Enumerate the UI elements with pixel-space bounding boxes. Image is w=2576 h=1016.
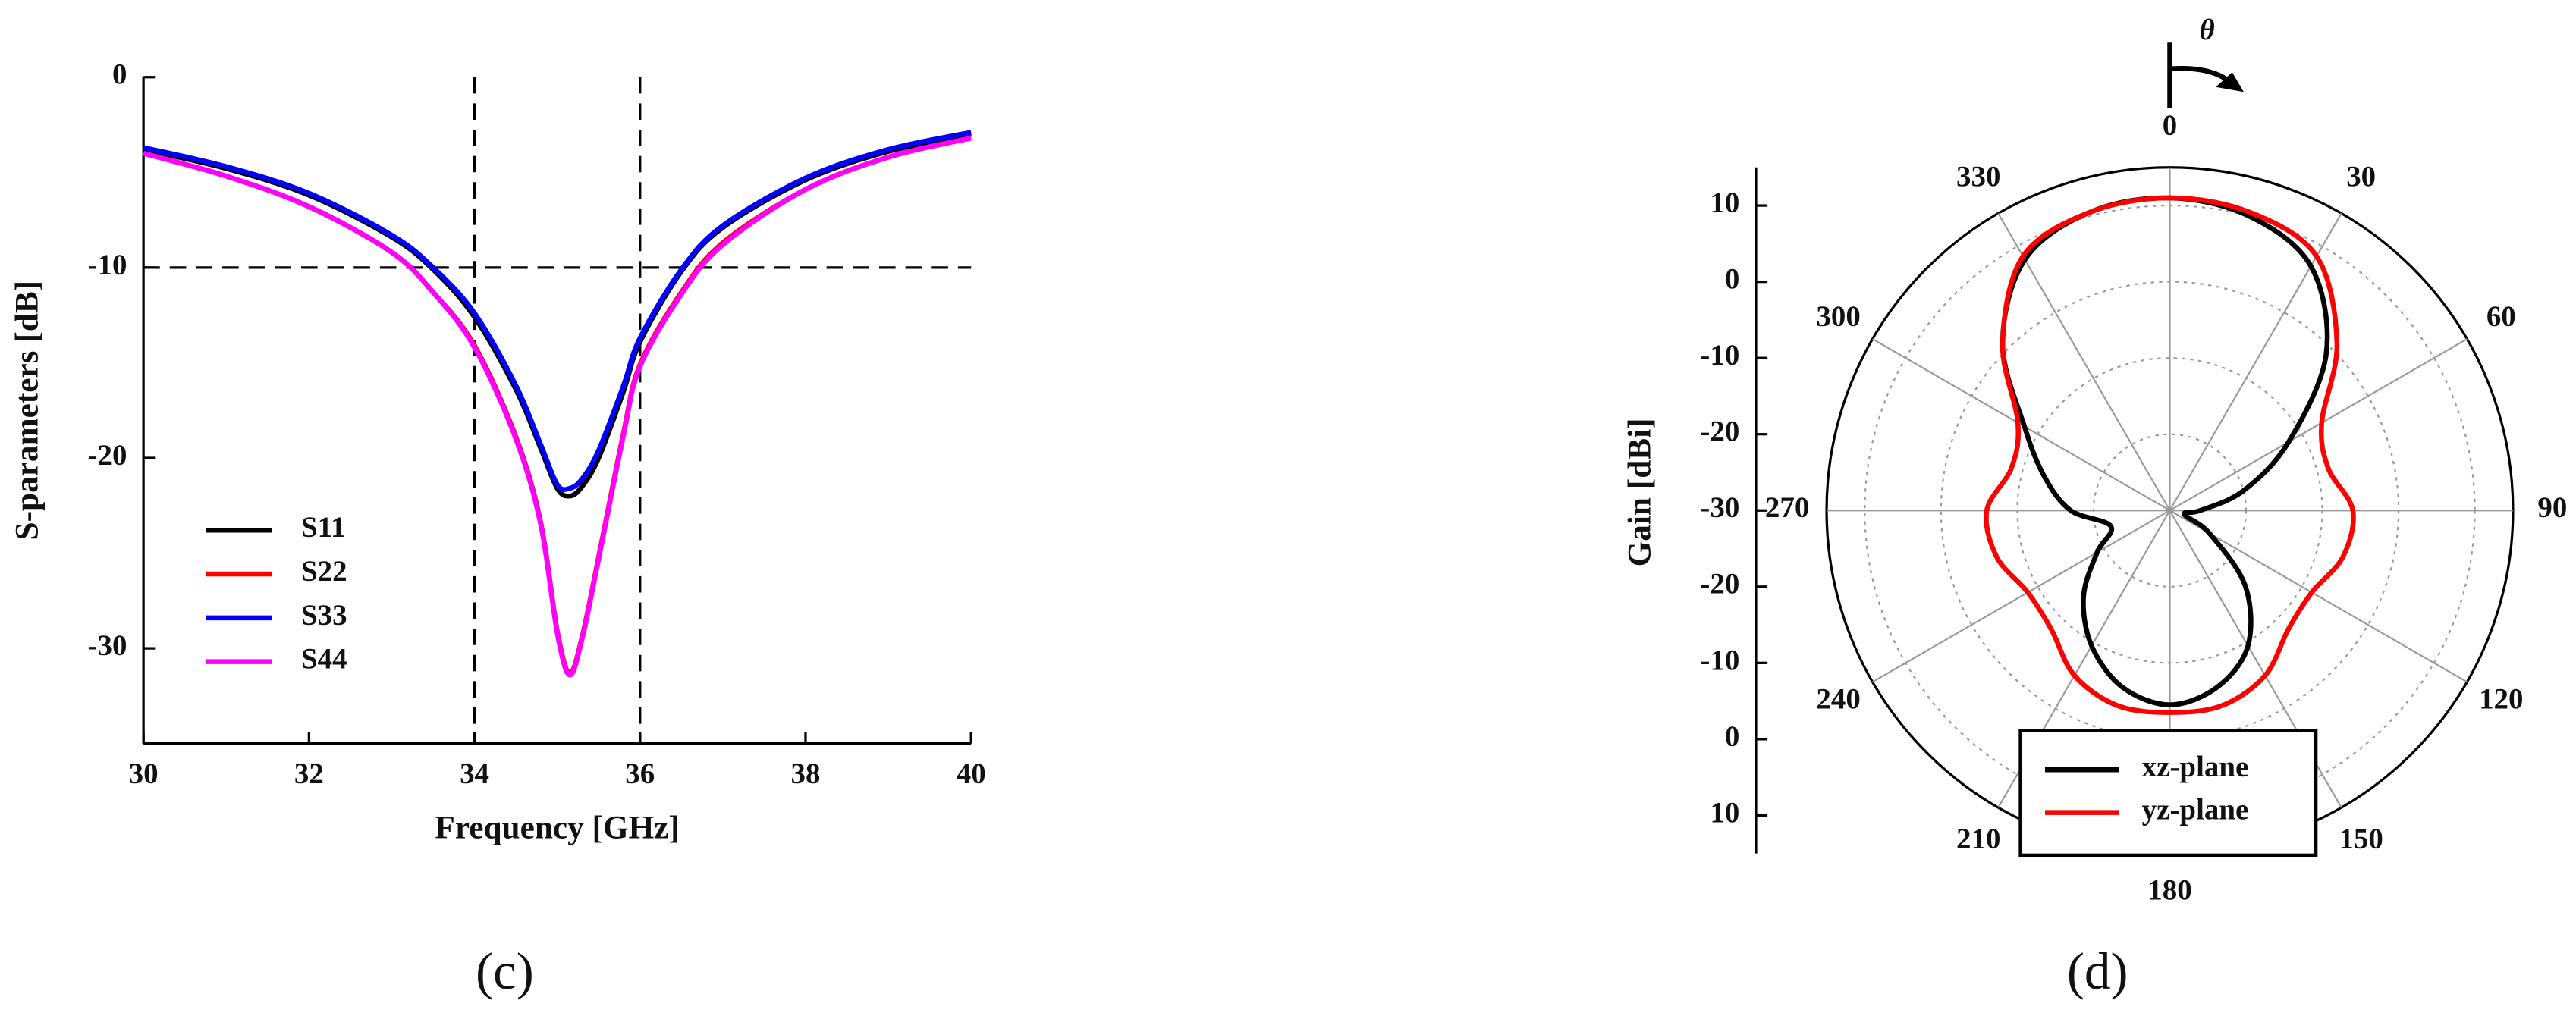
- y-tick-label: -10: [88, 249, 127, 281]
- spoke: [1872, 338, 2171, 512]
- x-axis-title: Frequency [GHz]: [435, 809, 680, 845]
- theta-tick-label: 210: [1956, 823, 2000, 855]
- theta-tick-label: 120: [2479, 682, 2523, 715]
- legend-label: xz-plane: [2142, 751, 2249, 783]
- legend-label: yz-plane: [2142, 794, 2249, 826]
- theta-tick-label: 270: [1765, 491, 1809, 524]
- r-tick-label: 0: [1725, 720, 1739, 753]
- r-axis-title: Gain [dBi]: [1622, 418, 1658, 566]
- theta-tick-label: 90: [2537, 491, 2567, 524]
- theta-tick-label: 300: [1816, 300, 1860, 333]
- theta-tick-label: 30: [2346, 160, 2376, 193]
- y-tick-label: -30: [88, 629, 127, 662]
- series-line: [143, 135, 972, 678]
- r-tick-label: -10: [1700, 644, 1739, 676]
- spoke: [2169, 338, 2468, 512]
- legend-box: [2018, 729, 2318, 858]
- theta-tick-label: 180: [2147, 874, 2191, 907]
- spoke: [1997, 212, 2171, 511]
- r-tick-label: -10: [1700, 339, 1739, 372]
- panel-label: (d): [2067, 942, 2128, 1000]
- legend-label: S11: [301, 511, 345, 544]
- y-tick-label: -20: [88, 439, 127, 472]
- theta-tick-label: 240: [1816, 682, 1860, 715]
- r-tick-label: -30: [1700, 491, 1739, 524]
- theta-tick-label: 330: [1956, 160, 2000, 193]
- theta-tick-label: 150: [2339, 823, 2383, 855]
- x-tick-label: 40: [957, 757, 986, 790]
- y-axis-title: S-parameters [dB]: [9, 281, 46, 541]
- x-tick-label: 32: [294, 757, 324, 790]
- r-tick-label: 0: [1725, 263, 1739, 296]
- legend-label: S22: [301, 555, 347, 588]
- theta-tick-label: 60: [2486, 300, 2516, 333]
- x-tick-label: 30: [129, 757, 159, 790]
- panel-label: (c): [476, 942, 534, 1000]
- marker-arrow: [2169, 65, 2232, 84]
- spoke: [2169, 212, 2342, 511]
- x-tick-label: 36: [625, 757, 655, 790]
- spoke: [1872, 510, 2171, 683]
- direction-label: θ: [2199, 14, 2214, 46]
- r-tick-label: -20: [1700, 415, 1739, 448]
- spoke: [2169, 510, 2468, 683]
- series-line: [143, 130, 972, 492]
- legend-label: S33: [301, 599, 347, 632]
- marker-arrowhead: [2216, 72, 2244, 93]
- y-tick-label: 0: [112, 58, 127, 91]
- series-line: [143, 135, 972, 676]
- x-tick-label: 34: [460, 757, 489, 790]
- theta-tick-label: 0: [2163, 109, 2177, 142]
- x-tick-label: 38: [791, 757, 821, 790]
- r-tick-label: 10: [1710, 796, 1739, 829]
- legend-label: S44: [301, 643, 347, 676]
- series-line: [1984, 195, 2356, 715]
- direction-marker: [2167, 42, 2244, 108]
- r-tick-label: -20: [1700, 568, 1739, 601]
- r-tick-label: 10: [1710, 187, 1739, 219]
